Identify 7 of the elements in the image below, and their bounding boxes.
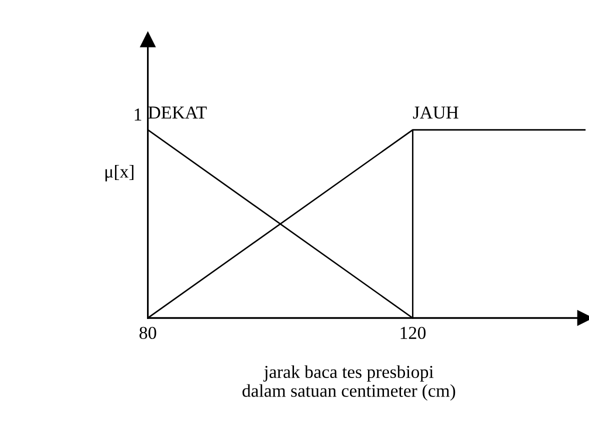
x-axis-title: jarak baca tes presbiopi dalam satuan centimeter (cm) xyxy=(242,365,456,401)
x-tick-label: 120 xyxy=(400,326,426,340)
x-tick-label: 80 xyxy=(140,326,156,340)
annotation: 1 xyxy=(134,108,142,120)
y-axis-title: μ[x] xyxy=(105,165,134,182)
series-label: JAUH xyxy=(413,106,458,119)
series-label: DEKAT xyxy=(148,106,207,119)
